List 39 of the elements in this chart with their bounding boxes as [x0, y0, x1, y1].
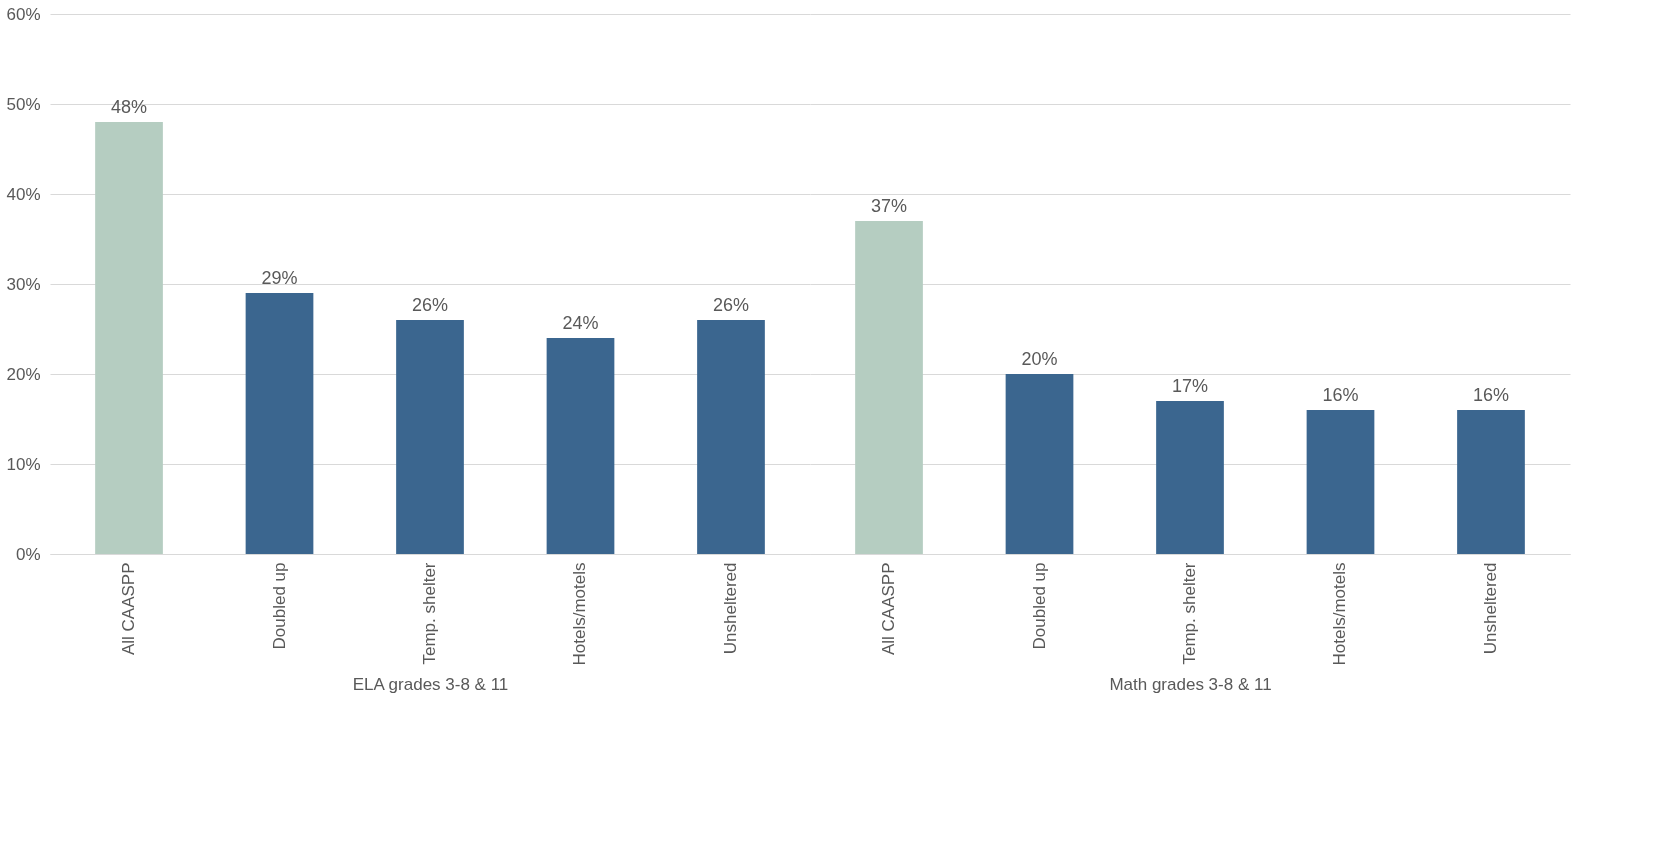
- x-tick-label: All CAASPP: [119, 562, 139, 656]
- y-tick-label: 10%: [6, 454, 41, 474]
- bar: [546, 338, 615, 554]
- bar: [855, 221, 923, 554]
- bar: [95, 122, 163, 554]
- data-label: 29%: [261, 268, 298, 288]
- x-tick-label: Hotels/motels: [570, 562, 590, 666]
- bar: [697, 320, 765, 554]
- bar: [1005, 374, 1074, 554]
- x-tick-label: Doubled up: [269, 562, 289, 650]
- x-tick-label: All CAASPP: [879, 562, 899, 656]
- y-tick-label: 20%: [6, 364, 41, 384]
- bar: [1457, 410, 1525, 554]
- data-label: 26%: [712, 295, 750, 315]
- data-label: 17%: [1171, 376, 1209, 396]
- x-axis-title: Math grades 3-8 & 11: [1109, 675, 1272, 695]
- y-tick-label: 40%: [6, 184, 41, 204]
- data-label: 37%: [870, 196, 908, 216]
- x-tick-label: Temp. shelter: [420, 562, 439, 665]
- data-label: 16%: [1472, 385, 1510, 405]
- x-tick-label: Hotels/motels: [1330, 562, 1350, 666]
- bar: [1306, 410, 1375, 554]
- x-axis-title: ELA grades 3-8 & 11: [352, 675, 509, 695]
- x-tick-label: Doubled up: [1029, 562, 1049, 650]
- data-label: 48%: [110, 97, 148, 117]
- y-tick-label: 30%: [6, 274, 41, 294]
- data-label: 26%: [411, 295, 449, 315]
- x-tick-label: Unsheltered: [1480, 562, 1500, 655]
- y-tick-label: 50%: [6, 94, 41, 114]
- data-label: 20%: [1021, 349, 1058, 369]
- y-tick-label: 60%: [6, 4, 41, 24]
- x-tick-label: Temp. shelter: [1180, 562, 1199, 665]
- bar: [245, 293, 314, 554]
- data-label: 24%: [562, 313, 599, 333]
- bar: [1156, 401, 1224, 554]
- data-label: 16%: [1322, 385, 1359, 405]
- y-tick-label: 0%: [15, 544, 41, 564]
- x-tick-label: Unsheltered: [720, 562, 740, 655]
- bar: [396, 320, 464, 554]
